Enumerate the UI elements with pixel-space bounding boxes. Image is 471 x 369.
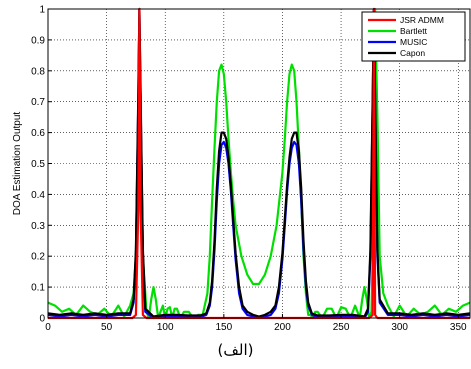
y-tick-label: 0.1: [31, 283, 45, 294]
x-tick-label: 0: [45, 322, 51, 333]
x-tick-label: 100: [157, 322, 174, 333]
legend-label: Capon: [400, 48, 425, 58]
y-tick-label: 0.8: [31, 66, 45, 77]
y-tick-label: 1: [39, 5, 45, 16]
x-tick-label: 300: [391, 322, 408, 333]
y-tick-label: 0.3: [31, 221, 45, 232]
y-axis-label: DOA Estimation Output: [12, 112, 23, 216]
y-tick-label: 0.7: [31, 97, 45, 108]
y-tick-label: 0: [39, 314, 45, 325]
y-tick-label: 0.2: [31, 252, 45, 263]
y-tick-label: 0.6: [31, 128, 45, 139]
legend-label: JSR ADMM: [400, 15, 444, 25]
x-tick-label: 150: [215, 322, 232, 333]
legend-label: Bartlett: [400, 26, 428, 36]
x-tick-label: 50: [101, 322, 113, 333]
tick-layer: 0 50 100 150 200 250 300 350 0 0.1 0.2 0.3 0.4 0.5 0.6…: [31, 5, 467, 334]
figure-caption: (الف): [217, 341, 254, 359]
x-tick-label: 200: [274, 322, 291, 333]
series-line-capon: [47, 7, 471, 318]
y-tick-label: 0.5: [31, 159, 45, 170]
y-tick-label: 0.9: [31, 35, 45, 46]
legend-label: MUSIC: [400, 37, 427, 47]
y-tick-label: 0.4: [31, 190, 45, 201]
x-tick-label: 350: [450, 322, 467, 333]
x-tick-label: 250: [333, 322, 350, 333]
